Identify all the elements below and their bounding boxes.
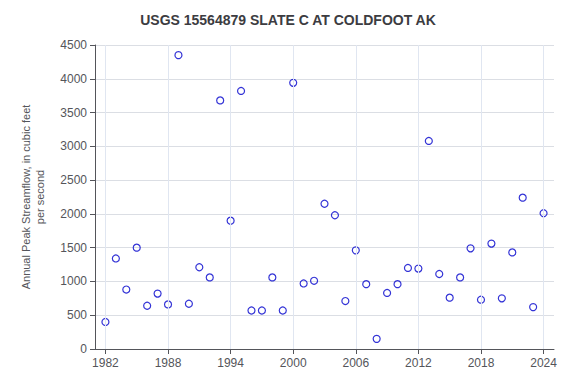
svg-text:per second: per second [34,170,46,224]
svg-text:Annual Peak Streamflow, in cub: Annual Peak Streamflow, in cubic feet [20,105,32,290]
svg-text:2024: 2024 [530,356,557,370]
svg-text:2012: 2012 [405,356,432,370]
svg-text:4000: 4000 [60,72,87,86]
svg-text:500: 500 [67,308,87,322]
svg-text:2000: 2000 [60,207,87,221]
svg-text:4500: 4500 [60,38,87,52]
svg-text:USGS 15564879 SLATE C AT COLDF: USGS 15564879 SLATE C AT COLDFOOT AK [140,12,436,28]
svg-text:0: 0 [80,342,87,356]
svg-text:1988: 1988 [155,356,182,370]
svg-text:2018: 2018 [468,356,495,370]
svg-text:2006: 2006 [342,356,369,370]
svg-text:2500: 2500 [60,173,87,187]
svg-text:3000: 3000 [60,139,87,153]
svg-text:1982: 1982 [92,356,119,370]
svg-text:3500: 3500 [60,106,87,120]
svg-text:2000: 2000 [280,356,307,370]
svg-text:1994: 1994 [217,356,244,370]
svg-text:1500: 1500 [60,241,87,255]
svg-text:1000: 1000 [60,274,87,288]
